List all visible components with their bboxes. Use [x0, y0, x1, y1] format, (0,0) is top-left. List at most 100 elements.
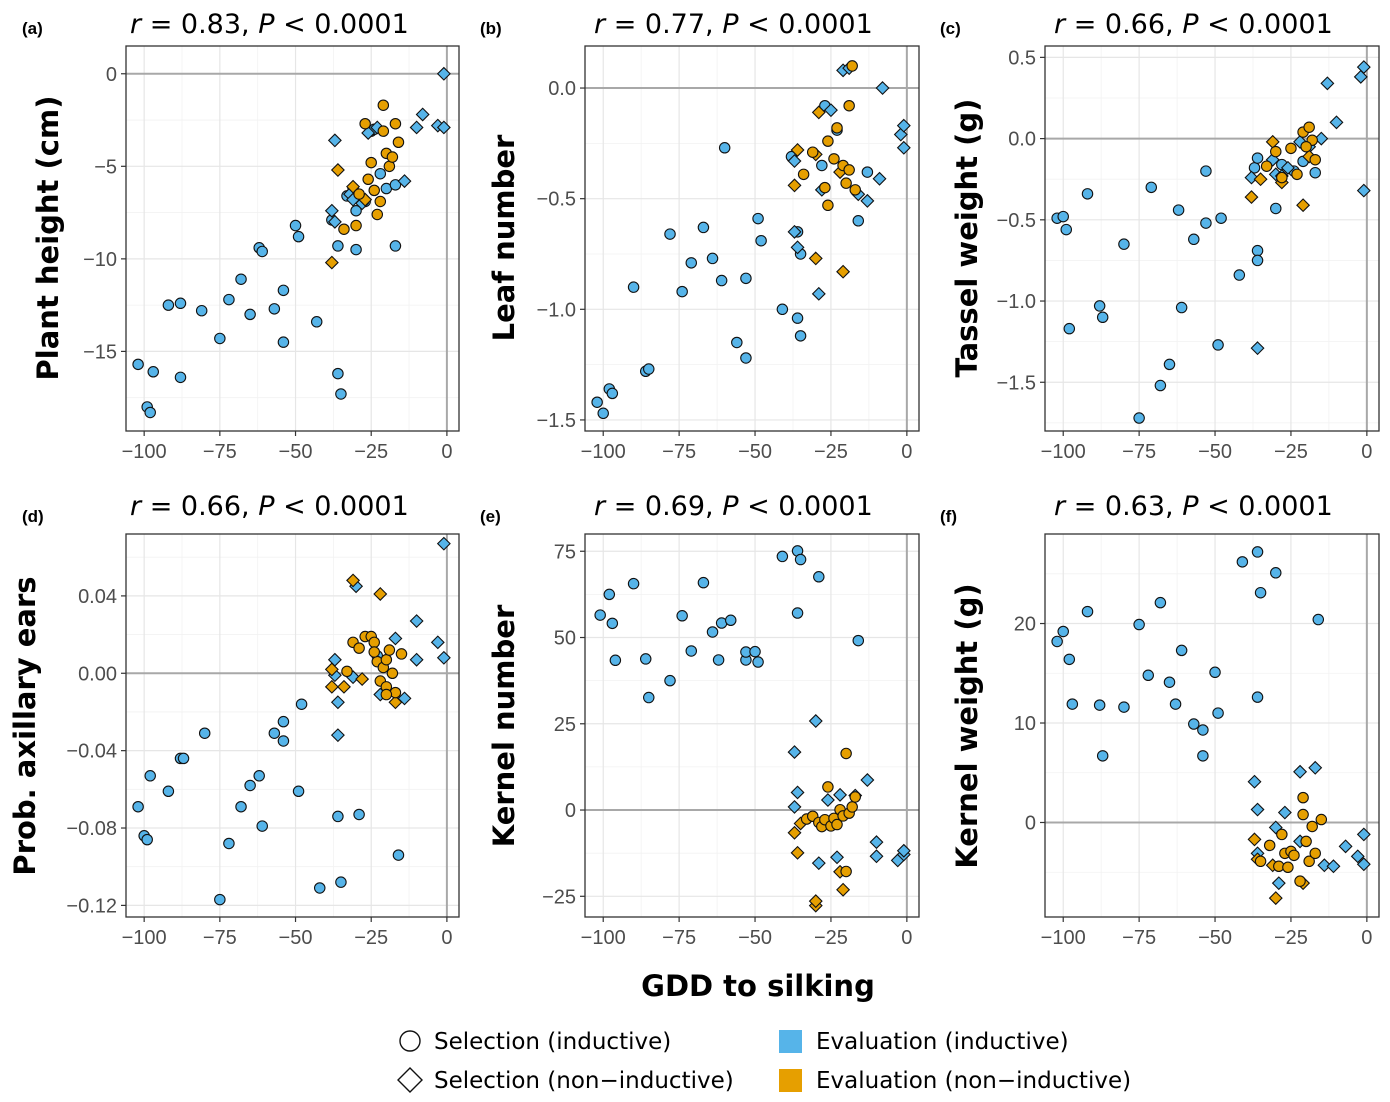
data-point-circle: [277, 284, 290, 297]
data-point-circle: [697, 221, 710, 234]
data-point-circle: [627, 281, 640, 293]
data-point-circle: [377, 99, 390, 111]
data-point-diamond: [790, 785, 805, 800]
data-point-circle: [791, 312, 804, 324]
data-point-circle: [846, 801, 858, 813]
data-point-circle: [338, 223, 350, 235]
data-point-circle: [606, 387, 619, 400]
x-tick-label: −50: [279, 927, 313, 949]
data-point-circle: [359, 117, 371, 130]
data-point-circle: [177, 752, 190, 765]
x-tick-label: −75: [203, 927, 237, 949]
plot-frame: [125, 45, 460, 432]
data-point-circle: [1093, 699, 1106, 711]
x-tick-label: −75: [662, 927, 696, 949]
data-point-diamond: [790, 240, 805, 255]
data-point-diamond: [397, 174, 412, 189]
y-tick-label: 0.5: [1008, 47, 1036, 69]
x-tick-label: −25: [814, 927, 848, 949]
x-tick-label: −50: [738, 441, 772, 463]
data-point-circle: [1309, 166, 1321, 179]
data-point-circle: [697, 576, 710, 589]
data-point-diamond: [324, 203, 339, 218]
data-point-circle: [368, 636, 380, 649]
data-point-diamond: [830, 850, 844, 865]
data-point-circle: [1285, 142, 1297, 155]
data-point-circle: [335, 388, 347, 400]
data-point-circle: [332, 240, 344, 252]
plot-frame: [125, 533, 460, 918]
data-point-circle: [174, 371, 187, 384]
data-point-circle: [664, 674, 676, 687]
data-point-circle: [840, 177, 852, 189]
data-point-diamond: [409, 120, 424, 135]
x-tick-label: −75: [203, 441, 237, 463]
data-point-diamond: [790, 845, 805, 860]
data-point-circle: [377, 125, 390, 137]
data-point-circle: [794, 553, 807, 566]
x-tick-label: −75: [1122, 927, 1156, 949]
data-point-circle: [350, 219, 362, 232]
data-point-circle: [1142, 669, 1154, 682]
data-point-circle: [752, 212, 764, 225]
data-point-diamond: [1356, 60, 1371, 75]
y-tick-label: −0.04: [66, 741, 117, 763]
data-point-circle: [718, 142, 731, 154]
data-point-circle: [353, 188, 365, 200]
data-point-diamond: [787, 178, 802, 193]
y-tick-label: 0: [565, 800, 576, 822]
data-point-circle: [1294, 875, 1306, 887]
data-point-circle: [791, 607, 804, 619]
data-point-circle: [353, 642, 365, 654]
data-point-diamond: [808, 714, 823, 728]
data-point-circle: [223, 293, 235, 306]
data-point-circle: [380, 688, 393, 701]
data-point-circle: [1300, 835, 1312, 848]
data-point-diamond: [1314, 131, 1329, 146]
data-point-circle: [1251, 152, 1264, 164]
correlation-stat: r = 0.66, P < 0.0001: [130, 491, 409, 522]
data-point-diamond: [869, 835, 884, 850]
x-tick-label: −25: [1274, 927, 1308, 949]
data-point-circle: [1057, 210, 1069, 223]
data-point-circle: [1297, 791, 1309, 804]
data-point-circle: [822, 199, 834, 212]
data-point-circle: [368, 646, 380, 658]
data-point-circle: [706, 252, 719, 265]
data-point-circle: [591, 396, 603, 408]
data-point-circle: [1212, 707, 1224, 719]
data-point-circle: [627, 577, 640, 590]
data-point-circle: [794, 330, 807, 342]
data-point-circle: [292, 230, 305, 243]
x-tick-label: −100: [581, 927, 626, 949]
data-point-circle: [840, 747, 852, 760]
data-point-circle: [1081, 188, 1094, 200]
data-point-circle: [819, 181, 831, 194]
panel-a: −100 −75 −50 −25 0−15−10−50(a) r = 0.83, P < …: [22, 9, 460, 463]
data-point-circle: [1169, 698, 1182, 710]
x-tick-label: −75: [662, 441, 696, 463]
data-point-circle: [752, 656, 764, 668]
data-point-diamond: [1326, 859, 1341, 874]
data-point-diamond: [1317, 858, 1332, 873]
data-point-circle: [1060, 223, 1073, 236]
data-point-circle: [386, 151, 399, 163]
data-point-circle: [1306, 820, 1318, 833]
correlation-stat: r = 0.69, P < 0.0001: [594, 491, 873, 522]
data-point-circle: [740, 352, 752, 364]
y-tick-label: −5: [94, 156, 117, 178]
data-point-circle: [353, 808, 365, 821]
data-point-circle: [365, 156, 377, 169]
y-tick-label: −0.5: [997, 210, 1036, 232]
data-point-circle: [371, 208, 384, 221]
data-point-diamond: [1356, 183, 1371, 198]
data-point-circle: [1133, 412, 1145, 424]
x-tick-label: −75: [1122, 441, 1156, 463]
data-point-circle: [292, 785, 305, 798]
x-tick-label: −100: [581, 441, 626, 463]
x-tick-label: 0: [901, 927, 912, 949]
data-point-circle: [685, 257, 698, 269]
panel-f: −100 −75 −50 −25 0 0 10 20 (f) r = 0.63, P < 0.00…: [940, 491, 1380, 949]
data-point-diamond: [1277, 805, 1292, 820]
data-point-circle: [1291, 168, 1303, 181]
